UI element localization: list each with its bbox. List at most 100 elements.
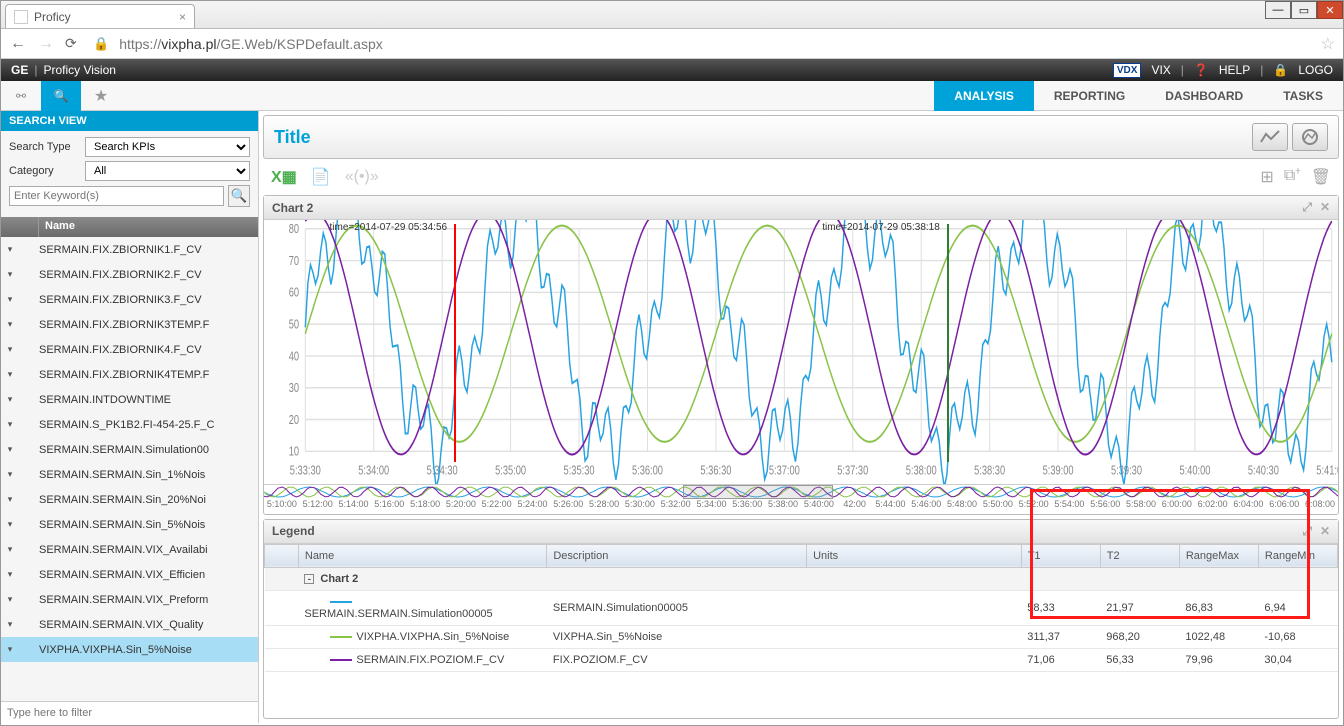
maximize-button[interactable]: ▭ (1291, 1, 1317, 19)
logo-label[interactable]: LOGO (1298, 63, 1333, 77)
legend-row[interactable]: VIXPHA.VIXPHA.Sin_5%NoiseVIXPHA.Sin_5%No… (265, 625, 1338, 648)
add-pane2-icon[interactable]: ⧉⁺ (1284, 167, 1301, 187)
svg-text:5:38:30: 5:38:30 (974, 464, 1005, 478)
dropdown-icon[interactable]: ▾ (1, 294, 19, 305)
dropdown-icon[interactable]: ▾ (1, 519, 19, 530)
dropdown-icon[interactable]: ▾ (1, 419, 19, 430)
folder-icon[interactable]: 📄 (311, 167, 331, 187)
minimize-button[interactable]: — (1265, 1, 1291, 19)
search-mode-icon[interactable]: 🔍 (41, 81, 81, 111)
kpi-row[interactable]: ▾ SERMAIN.FIX.ZBIORNIK3TEMP.F (1, 312, 258, 337)
legend-col-Units[interactable]: Units (807, 544, 1022, 567)
expand-icon[interactable]: ⤢ (1302, 200, 1312, 215)
legend-col-RangeMin[interactable]: RangeMin (1258, 544, 1337, 567)
kpi-row[interactable]: ▾SERMAIN.FIX.ZBIORNIK4TEMP.F (1, 362, 258, 387)
dropdown-icon[interactable]: ▾ (1, 269, 19, 280)
kpi-row[interactable]: ▾ VIXPHA.VIXPHA.Sin_5%Noise (1, 637, 258, 662)
kpi-row[interactable]: ▾ SERMAIN.FIX.ZBIORNIK2.F_CV (1, 262, 258, 287)
kpi-row[interactable]: ▾SERMAIN.SERMAIN.VIX_Preform (1, 587, 258, 612)
legend-col-T1[interactable]: T1 (1021, 544, 1100, 567)
kpi-row[interactable]: ▾SERMAIN.SERMAIN.VIX_Availabi (1, 537, 258, 562)
reload-button[interactable]: ⟳ (65, 35, 83, 53)
dropdown-icon[interactable]: ▾ (1, 544, 19, 555)
share-icon[interactable]: ⚯ (1, 81, 41, 111)
add-pane-icon[interactable]: ⊞ (1260, 167, 1273, 187)
nav-analysis[interactable]: ANALYSIS (934, 81, 1034, 111)
kpi-row[interactable]: ▾SERMAIN.FIX.ZBIORNIK3.F_CV (1, 287, 258, 312)
legend-row[interactable]: SERMAIN.FIX.POZIOM.F_CVFIX.POZIOM.F_CV71… (265, 648, 1338, 671)
kpi-row[interactable]: ▾SERMAIN.SERMAIN.Sin_20%Noi (1, 487, 258, 512)
kpi-row[interactable]: ▾SERMAIN.S_PK1B2.FI-454-25.F_C (1, 412, 258, 437)
dropdown-icon[interactable]: ▾ (1, 594, 19, 605)
search-button[interactable]: 🔍 (228, 185, 250, 207)
dropdown-icon[interactable]: ▾ (1, 569, 19, 580)
sidebar-title: SEARCH VIEW (1, 111, 258, 131)
kpi-name: SERMAIN.SERMAIN.VIX_Efficien (39, 569, 258, 581)
legend-close-icon[interactable]: ✕ (1320, 524, 1330, 539)
dropdown-icon[interactable]: ▾ (1, 319, 19, 330)
svg-text:50: 50 (289, 318, 299, 332)
search-type-select[interactable]: Search KPIs (85, 137, 250, 157)
close-chart-icon[interactable]: ✕ (1320, 200, 1330, 215)
nav-dashboard[interactable]: DASHBOARD (1145, 81, 1263, 111)
window-close-button[interactable]: ✕ (1317, 1, 1343, 19)
kpi-row[interactable]: ▾SERMAIN.FIX.ZBIORNIK1.F_CV (1, 237, 258, 262)
legend-col-Name[interactable]: Name (298, 544, 546, 567)
dropdown-icon[interactable]: ▾ (1, 469, 19, 480)
kpi-row[interactable]: ▾SERMAIN.SERMAIN.Simulation00 (1, 437, 258, 462)
legend-col-Description[interactable]: Description (547, 544, 807, 567)
kpi-row[interactable]: ▾ SERMAIN.FIX.ZBIORNIK4.F_CV (1, 337, 258, 362)
dropdown-icon[interactable]: ▾ (1, 369, 19, 380)
forward-button[interactable]: → (37, 35, 55, 53)
kpi-row[interactable]: ▾SERMAIN.SERMAIN.Sin_1%Nois (1, 462, 258, 487)
kpi-name: SERMAIN.FIX.ZBIORNIK3TEMP.F (39, 319, 258, 331)
kpi-row[interactable]: ▾SERMAIN.SERMAIN.VIX_Quality (1, 612, 258, 637)
nav-tasks[interactable]: TASKS (1263, 81, 1343, 111)
kpi-row[interactable]: ▾ SERMAIN.SERMAIN.VIX_Efficien (1, 562, 258, 587)
dropdown-icon[interactable]: ▾ (1, 644, 19, 655)
tab-close-icon[interactable]: × (179, 10, 186, 24)
browser-tab[interactable]: Proficy × (5, 4, 195, 28)
svg-text:5:34:30: 5:34:30 (427, 464, 458, 478)
time-scrubber[interactable]: 5:10:005:12:005:14:005:16:005:18:005:20:… (264, 484, 1338, 514)
chart-body[interactable]: 10203040506070805:33:305:34:005:34:305:3… (264, 220, 1338, 484)
dropdown-icon[interactable]: ▾ (1, 244, 19, 255)
category-select[interactable]: All (85, 161, 250, 181)
kpi-name: SERMAIN.FIX.ZBIORNIK2.F_CV (39, 269, 258, 281)
dropdown-icon[interactable]: ▾ (1, 494, 19, 505)
help-label[interactable]: HELP (1219, 63, 1250, 77)
dropdown-icon[interactable]: ▾ (1, 619, 19, 630)
back-button[interactable]: ← (9, 35, 27, 53)
target-mode-button[interactable] (1292, 123, 1328, 151)
legend-col-T2[interactable]: T2 (1100, 544, 1179, 567)
legend-col-blank[interactable] (265, 544, 299, 567)
dropdown-icon[interactable]: ▾ (1, 444, 19, 455)
legend-expand-icon[interactable]: ⤢ (1302, 524, 1312, 539)
kpi-list[interactable]: ▾SERMAIN.FIX.ZBIORNIK1.F_CV▾SERMAIN.FIX.… (1, 237, 258, 701)
kpi-row[interactable]: ▾SERMAIN.INTDOWNTIME (1, 387, 258, 412)
dropdown-icon[interactable]: ▾ (1, 344, 19, 355)
browser-tabs: Proficy × (1, 1, 1343, 29)
svg-text:5:41:00: 5:41:00 (1316, 464, 1338, 478)
help-icon[interactable]: ❓ (1194, 63, 1209, 77)
url-bar[interactable]: https://vixpha.pl/GE.Web/KSPDefault.aspx (119, 36, 1304, 52)
kpi-name: SERMAIN.FIX.ZBIORNIK4.F_CV (39, 344, 258, 356)
dropdown-icon[interactable]: ▾ (1, 394, 19, 405)
legend-col-RangeMax[interactable]: RangeMax (1179, 544, 1258, 567)
chart-mode-button[interactable] (1252, 123, 1288, 151)
legend-group-row[interactable]: -Chart 2 (265, 567, 1338, 590)
svg-text:40: 40 (289, 350, 299, 364)
bookmark-star-icon[interactable]: ☆ (1321, 34, 1335, 54)
page-title: Title (274, 127, 311, 148)
kpi-row[interactable]: ▾SERMAIN.SERMAIN.Sin_5%Nois (1, 512, 258, 537)
legend-row[interactable]: SERMAIN.SERMAIN.Simulation00005SERMAIN.S… (265, 590, 1338, 625)
keyword-input[interactable] (9, 186, 224, 206)
favorite-icon[interactable]: ★ (81, 81, 121, 111)
excel-export-icon[interactable]: X▦ (271, 167, 297, 187)
nav-reporting[interactable]: REPORTING (1034, 81, 1145, 111)
kpi-name: VIXPHA.VIXPHA.Sin_5%Noise (39, 644, 258, 656)
sound-icon[interactable]: «(•)» (345, 168, 379, 186)
secondary-toolbar: X▦ 📄 «(•)» ⊞ ⧉⁺ 🗑 (263, 163, 1339, 191)
trash-icon[interactable]: 🗑 (1311, 167, 1331, 187)
filter-input[interactable] (1, 702, 258, 723)
